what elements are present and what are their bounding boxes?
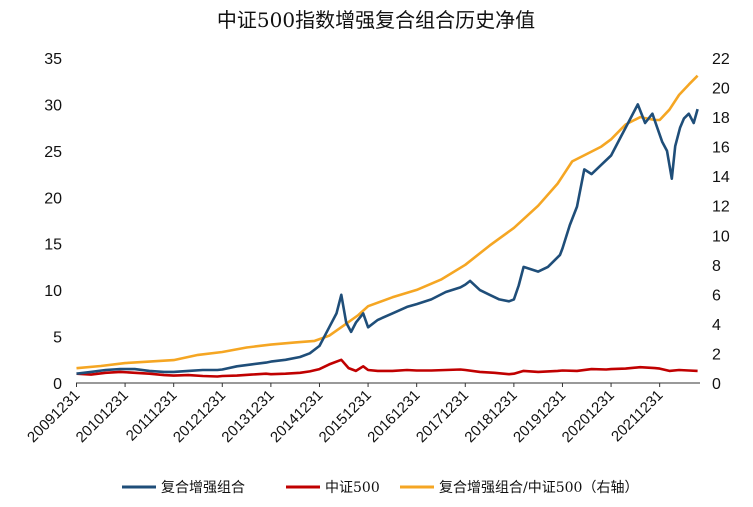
y-right-tick-label: 16 [712,140,730,157]
y-left-tick-label: 10 [44,283,62,300]
series-line-1 [76,358,698,378]
y-right-axis: 0 2 4 6 8 10 12 14 16 18 20 22 [712,51,730,393]
x-tick-label: 20201231 [559,387,618,446]
y-right-tick-label: 4 [712,317,721,334]
y-left-tick-label: 0 [53,376,62,393]
y-left-tick-label: 15 [44,237,62,254]
x-tick-label: 20151231 [316,387,375,446]
y-right-tick-label: 20 [712,81,730,98]
y-left-tick-label: 25 [44,144,62,161]
legend: 复合增强组合 中证500 复合增强组合/中证500（右轴） [122,479,638,496]
y-right-tick-label: 0 [712,376,721,393]
series-line-2 [76,74,699,370]
series-line-0 [76,103,699,375]
x-axis: 2009123120101231201112312012123120131231… [24,383,666,446]
x-tick-label: 20191231 [510,387,569,446]
legend-label: 中证500 [325,480,380,496]
y-right-tick-label: 22 [712,51,730,68]
x-tick-label: 20211231 [608,387,666,445]
y-right-tick-label: 10 [712,228,730,245]
y-right-tick-label: 14 [712,169,730,186]
x-tick-label: 20101231 [73,387,132,446]
y-left-tick-label: 35 [44,51,62,68]
chart-title: 中证500指数增强复合组合历史净值 [217,8,535,32]
y-left-axis: 0 5 10 15 20 25 30 35 [44,51,62,393]
y-right-tick-label: 6 [712,287,721,304]
y-left-tick-label: 20 [44,190,62,207]
legend-label: 复合增强组合/中证500（右轴） [439,479,638,496]
legend-label: 复合增强组合 [161,479,245,496]
series-layer [76,74,699,378]
y-right-tick-label: 2 [712,346,721,363]
y-right-tick-label: 18 [712,110,730,127]
y-left-tick-label: 30 [44,97,62,114]
y-right-tick-label: 12 [712,199,730,216]
y-left-tick-label: 5 [53,330,62,347]
x-tick-label: 20121231 [170,387,229,446]
y-right-tick-label: 8 [712,258,721,275]
